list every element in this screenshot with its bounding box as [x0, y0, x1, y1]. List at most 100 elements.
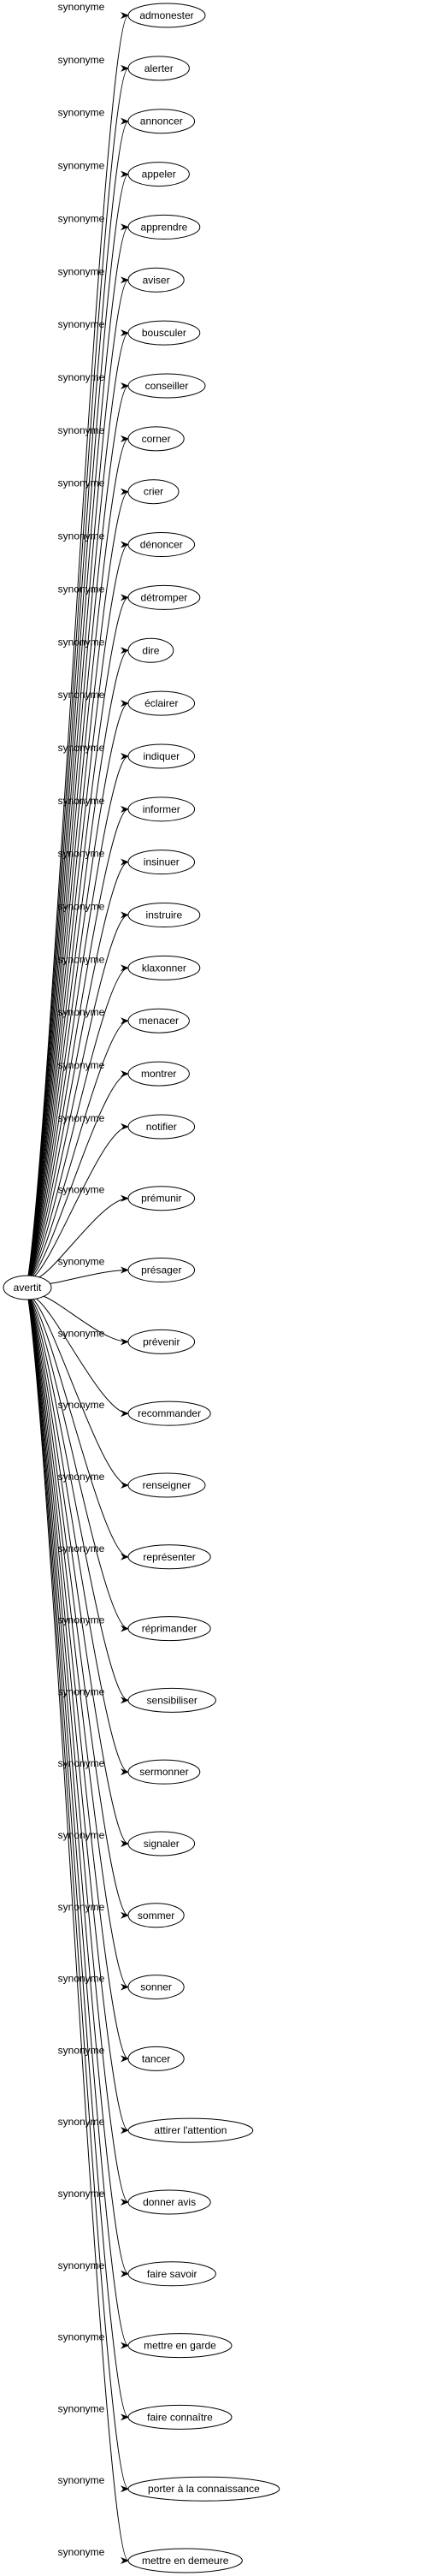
- edge-label: synonyme: [58, 2188, 105, 2200]
- target-node-label: notifier: [146, 1121, 177, 1133]
- target-node: annoncer: [128, 110, 195, 133]
- edge-label: synonyme: [58, 848, 105, 860]
- target-node: sommer: [128, 1904, 184, 1928]
- target-node-label: tancer: [142, 2052, 170, 2064]
- target-node: admonester: [128, 3, 205, 27]
- edge: [36, 1299, 128, 1413]
- edge-label: synonyme: [58, 265, 105, 277]
- target-node-label: détromper: [141, 591, 188, 603]
- target-node: tancer: [128, 2046, 184, 2070]
- target-node-label: réprimander: [142, 1623, 197, 1635]
- edge-label: synonyme: [58, 901, 105, 913]
- target-node: faire savoir: [128, 2262, 215, 2286]
- target-node: alerter: [128, 56, 189, 80]
- edge-label: synonyme: [58, 1901, 105, 1913]
- target-node: faire connaître: [128, 2405, 232, 2429]
- target-node-label: faire savoir: [147, 2268, 197, 2280]
- edge-label: synonyme: [58, 1829, 105, 1841]
- target-node-label: insinuer: [144, 856, 180, 868]
- target-node: crier: [128, 480, 179, 504]
- target-node-label: prévenir: [143, 1335, 180, 1347]
- target-node: sensibiliser: [128, 1688, 215, 1712]
- target-node: menacer: [128, 1009, 189, 1033]
- target-node-label: présager: [141, 1264, 181, 1276]
- target-node-label: sensibiliser: [147, 1694, 197, 1706]
- source-node: avertit: [3, 1276, 51, 1300]
- target-node-label: indiquer: [143, 750, 180, 762]
- target-node-label: conseiller: [145, 380, 189, 392]
- synonym-graph: synonyme synonyme synonyme synonyme synonyme…: [0, 0, 436, 2576]
- target-node: signaler: [128, 1832, 195, 1856]
- target-node-label: représenter: [143, 1551, 195, 1563]
- edge-label: synonyme: [58, 2116, 105, 2128]
- target-node: dire: [128, 638, 174, 662]
- target-node-label: bousculer: [142, 327, 186, 339]
- target-node: instruire: [128, 903, 200, 927]
- target-node-label: recommander: [138, 1407, 201, 1419]
- target-node: apprendre: [128, 215, 200, 239]
- target-node-label: attirer l'attention: [154, 2124, 227, 2136]
- target-node-label: porter à la connaissance: [148, 2483, 260, 2495]
- target-node-label: instruire: [146, 909, 183, 921]
- edge-label: synonyme: [58, 1543, 105, 1554]
- edge-label: synonyme: [58, 371, 105, 383]
- edge: [28, 1300, 128, 2561]
- target-node: appeler: [128, 163, 189, 187]
- edge-label: synonyme: [58, 477, 105, 489]
- target-node: corner: [128, 427, 184, 451]
- edge-label: synonyme: [58, 1399, 105, 1411]
- target-node-label: prémunir: [141, 1193, 181, 1205]
- target-node-label: crier: [144, 486, 163, 498]
- target-node-label: sommer: [138, 1910, 174, 1922]
- target-node: dénoncer: [128, 533, 195, 557]
- edge-label: synonyme: [58, 1, 105, 13]
- target-node: sonner: [128, 1975, 184, 1999]
- target-node: conseiller: [128, 374, 205, 398]
- edge-label: synonyme: [58, 54, 105, 66]
- edge-label: synonyme: [58, 2474, 105, 2486]
- target-node: présager: [128, 1258, 195, 1282]
- target-node-label: admonester: [139, 9, 193, 21]
- target-node-label: apprendre: [141, 221, 188, 233]
- edge-label: synonyme: [58, 530, 105, 542]
- edge-label: synonyme: [58, 1059, 105, 1071]
- edge-label: synonyme: [58, 318, 105, 330]
- edge-label: synonyme: [58, 1757, 105, 1769]
- target-node: renseigner: [128, 1473, 205, 1497]
- edge-label: synonyme: [58, 2546, 105, 2558]
- target-node-label: faire connaître: [147, 2411, 213, 2423]
- target-node-label: sermonner: [139, 1766, 188, 1778]
- target-node-label: montrer: [141, 1068, 176, 1080]
- target-node-label: informer: [143, 803, 180, 815]
- edge-label: synonyme: [58, 1685, 105, 1697]
- target-node-label: éclairer: [144, 697, 178, 709]
- target-node-label: corner: [142, 433, 171, 445]
- target-node: bousculer: [128, 321, 200, 345]
- target-node-label: signaler: [144, 1838, 180, 1850]
- target-node: réprimander: [128, 1617, 210, 1641]
- target-node-label: renseigner: [143, 1479, 191, 1491]
- edge-label: synonyme: [58, 583, 105, 595]
- edge-label: synonyme: [58, 2259, 105, 2271]
- target-node-label: sonner: [140, 1981, 172, 1993]
- target-node: éclairer: [128, 691, 195, 715]
- target-node: attirer l'attention: [128, 2118, 253, 2142]
- edge-label: synonyme: [58, 1327, 105, 1339]
- target-node-label: mettre en demeure: [142, 2555, 229, 2567]
- target-node-label: donner avis: [143, 2196, 196, 2208]
- target-node-label: menacer: [138, 1015, 179, 1027]
- edge-label: synonyme: [58, 107, 105, 119]
- edge-label: synonyme: [58, 795, 105, 807]
- edge-label: synonyme: [58, 1184, 105, 1196]
- edge-label: synonyme: [58, 953, 105, 965]
- target-node: notifier: [128, 1115, 195, 1139]
- edge-label: synonyme: [58, 160, 105, 172]
- edge-label: synonyme: [58, 1112, 105, 1124]
- target-node: klaxonner: [128, 956, 200, 980]
- edge-label: synonyme: [58, 636, 105, 648]
- edge-label: synonyme: [58, 424, 105, 436]
- target-node: mettre en garde: [128, 2334, 232, 2358]
- edge-label: synonyme: [58, 742, 105, 754]
- target-node: prémunir: [128, 1187, 195, 1211]
- target-node: mettre en demeure: [128, 2549, 242, 2573]
